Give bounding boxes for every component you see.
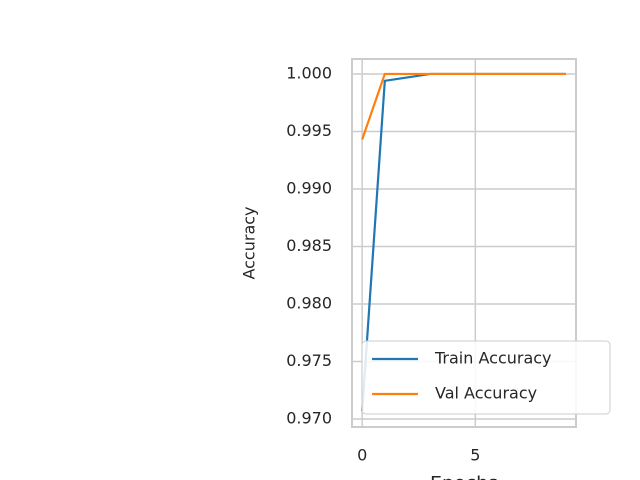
y-tick-label: 0.970: [286, 408, 332, 427]
plot-frame: [351, 58, 577, 428]
x-axis-label: Epochs: [430, 473, 498, 480]
y-tick-label: 0.990: [286, 178, 332, 197]
x-tick-label: 5: [470, 446, 480, 465]
y-axis-label: Accuracy: [240, 206, 259, 279]
legend-box: [361, 340, 611, 415]
legend-label: Train Accuracy: [434, 349, 552, 368]
y-tick-label: 0.985: [286, 236, 332, 255]
y-tick-label: 0.995: [286, 121, 332, 140]
y-tick-label: 0.980: [286, 293, 332, 312]
y-tick-label: 0.975: [286, 351, 332, 370]
line: [361, 72, 566, 140]
x-tick-label: 0: [357, 446, 367, 465]
legend-label: Val Accuracy: [435, 384, 537, 403]
y-tick-label: 1.000: [286, 63, 332, 82]
